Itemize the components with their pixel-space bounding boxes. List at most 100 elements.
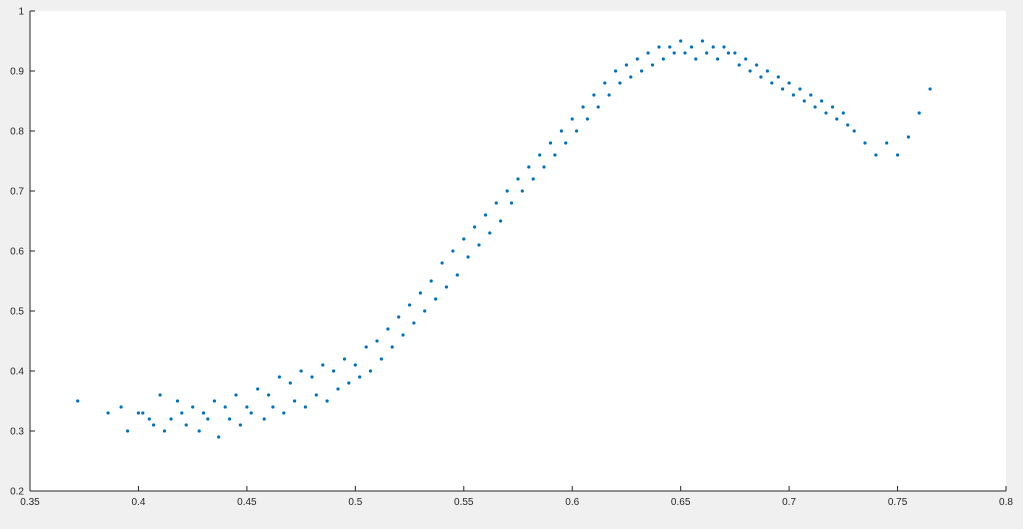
scatter-point — [733, 51, 737, 55]
scatter-points — [76, 39, 932, 439]
scatter-point — [412, 321, 416, 325]
scatter-point — [267, 393, 271, 397]
scatter-point — [711, 45, 715, 49]
scatter-point — [694, 57, 698, 61]
scatter-point — [802, 99, 806, 103]
scatter-point — [347, 381, 351, 385]
scatter-point — [126, 429, 130, 433]
scatter-point — [906, 135, 911, 139]
scatter-point — [397, 315, 401, 319]
scatter-point — [852, 129, 856, 133]
scatter-point — [390, 345, 394, 349]
scatter-point — [408, 303, 412, 307]
scatter-point — [748, 69, 752, 73]
scatter-point — [928, 87, 932, 91]
scatter-point — [169, 417, 173, 421]
scatter-point — [212, 399, 216, 403]
scatter-point — [152, 423, 156, 427]
scatter-point — [516, 177, 520, 181]
scatter-point — [158, 393, 162, 397]
scatter-point — [462, 237, 466, 241]
scatter-point — [661, 57, 665, 61]
x-tick-label: 0.6 — [565, 497, 579, 508]
scatter-point — [689, 45, 694, 49]
scatter-point — [375, 339, 379, 343]
x-tick-label: 0.7 — [782, 497, 796, 508]
scatter-point — [505, 189, 509, 193]
scatter-point — [846, 123, 850, 127]
x-tick-label: 0.35 — [20, 497, 40, 508]
scatter-point — [299, 369, 303, 373]
scatter-point — [722, 45, 726, 49]
scatter-point — [119, 405, 123, 409]
scatter-point — [379, 357, 383, 361]
y-tick-label: 0.3 — [10, 427, 24, 438]
scatter-point — [191, 405, 195, 409]
scatter-point — [499, 219, 503, 223]
scatter-point — [596, 105, 600, 109]
scatter-point — [640, 69, 644, 73]
scatter-point — [646, 51, 650, 55]
scatter-point — [477, 243, 481, 247]
scatter-point — [423, 309, 427, 313]
scatter-point — [418, 291, 422, 295]
scatter-point — [466, 255, 470, 259]
y-tick-label: 0.7 — [10, 187, 24, 198]
y-tick-label: 1 — [18, 7, 24, 18]
x-tick-label: 0.8 — [999, 497, 1013, 508]
scatter-point — [141, 411, 145, 415]
scatter-point — [321, 363, 325, 367]
scatter-point — [440, 261, 444, 265]
x-tick-label: 0.75 — [888, 497, 908, 508]
x-tick-label: 0.55 — [454, 497, 474, 508]
scatter-point — [256, 387, 260, 391]
scatter-point — [238, 423, 242, 427]
scatter-point — [592, 93, 596, 97]
scatter-point — [206, 417, 210, 421]
scatter-point — [147, 417, 151, 421]
scatter-point — [553, 153, 557, 157]
scatter-point — [629, 75, 633, 79]
scatter-point — [585, 117, 590, 121]
scatter-point — [787, 81, 791, 85]
scatter-point — [791, 93, 796, 97]
scatter-point — [336, 387, 340, 391]
scatter-point — [217, 435, 221, 439]
scatter-point — [917, 111, 921, 115]
scatter-point — [737, 63, 741, 67]
scatter-point — [455, 273, 459, 277]
scatter-point — [245, 405, 249, 409]
x-tick-label: 0.4 — [131, 497, 145, 508]
scatter-point — [488, 231, 492, 235]
scatter-point — [201, 411, 206, 415]
scatter-point — [798, 87, 802, 91]
scatter-point — [841, 111, 845, 115]
scatter-point — [531, 177, 535, 181]
y-tick-label: 0.8 — [10, 127, 24, 138]
scatter-point — [314, 393, 318, 397]
scatter-point — [607, 93, 611, 97]
scatter-point — [282, 411, 286, 415]
scatter-point — [765, 69, 770, 73]
scatter-point — [715, 57, 720, 61]
scatter-point — [624, 63, 629, 67]
scatter-point — [303, 405, 307, 409]
scatter-point — [614, 69, 618, 73]
scatter-point — [581, 105, 585, 109]
scatter-point — [896, 153, 900, 157]
scatter-point — [679, 39, 683, 43]
scatter-point — [162, 429, 167, 433]
scatter-point — [538, 153, 542, 157]
scatter-point — [473, 225, 477, 229]
scatter-point — [364, 345, 368, 349]
scatter-point — [830, 105, 835, 109]
scatter-point — [429, 279, 433, 283]
scatter-point — [368, 369, 373, 373]
scatter-point — [184, 423, 188, 427]
scatter-point — [76, 399, 80, 403]
scatter-point — [776, 75, 780, 79]
scatter-point — [494, 201, 498, 205]
scatter-point — [106, 411, 110, 415]
scatter-point — [835, 117, 839, 121]
